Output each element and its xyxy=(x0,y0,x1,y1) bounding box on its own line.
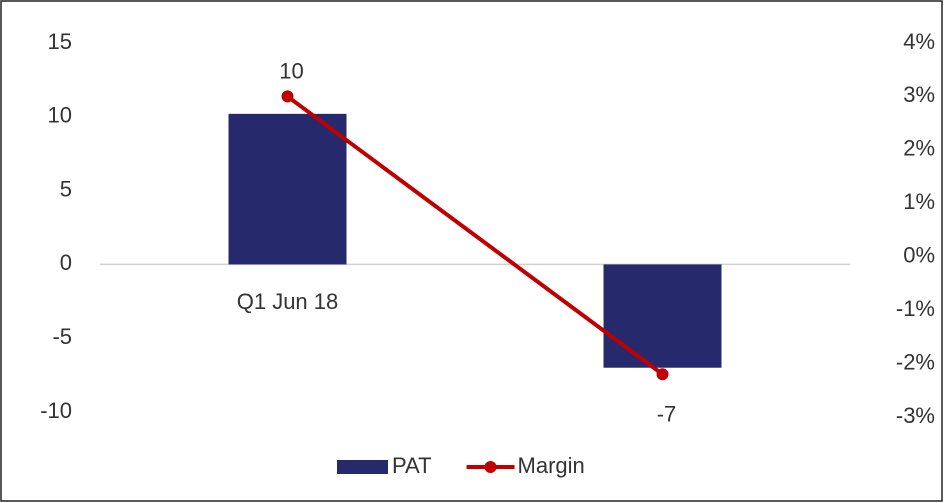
y2-tick-label: -1% xyxy=(896,296,935,321)
y-tick-label: 0 xyxy=(60,250,72,275)
line-point xyxy=(656,368,669,381)
legend-swatch xyxy=(484,461,497,473)
bar xyxy=(228,113,347,265)
y2-tick-label: 3% xyxy=(903,82,935,107)
data-label: 10 xyxy=(279,59,303,84)
y2-tick-label: -3% xyxy=(896,403,935,428)
x-tick-label: Q1 Jun 18 xyxy=(237,289,339,314)
y-tick-label: 5 xyxy=(60,176,72,201)
y-tick-label: 10 xyxy=(48,103,72,128)
legend-swatch xyxy=(337,460,388,474)
y2-tick-label: -2% xyxy=(896,349,935,374)
data-label: -7 xyxy=(657,402,677,427)
y-tick-label: -5 xyxy=(52,324,72,349)
y-tick-label: 15 xyxy=(48,29,72,54)
line-point xyxy=(281,90,294,103)
legend-label: Margin xyxy=(518,453,585,478)
y2-tick-label: 4% xyxy=(903,29,935,54)
y2-tick-label: 2% xyxy=(903,136,935,161)
y2-tick-label: 1% xyxy=(903,189,935,214)
legend-label: PAT xyxy=(392,453,432,478)
y-tick-label: -10 xyxy=(40,398,72,423)
line xyxy=(286,94,664,376)
bar xyxy=(603,264,722,368)
y2-tick-label: 0% xyxy=(903,243,935,268)
